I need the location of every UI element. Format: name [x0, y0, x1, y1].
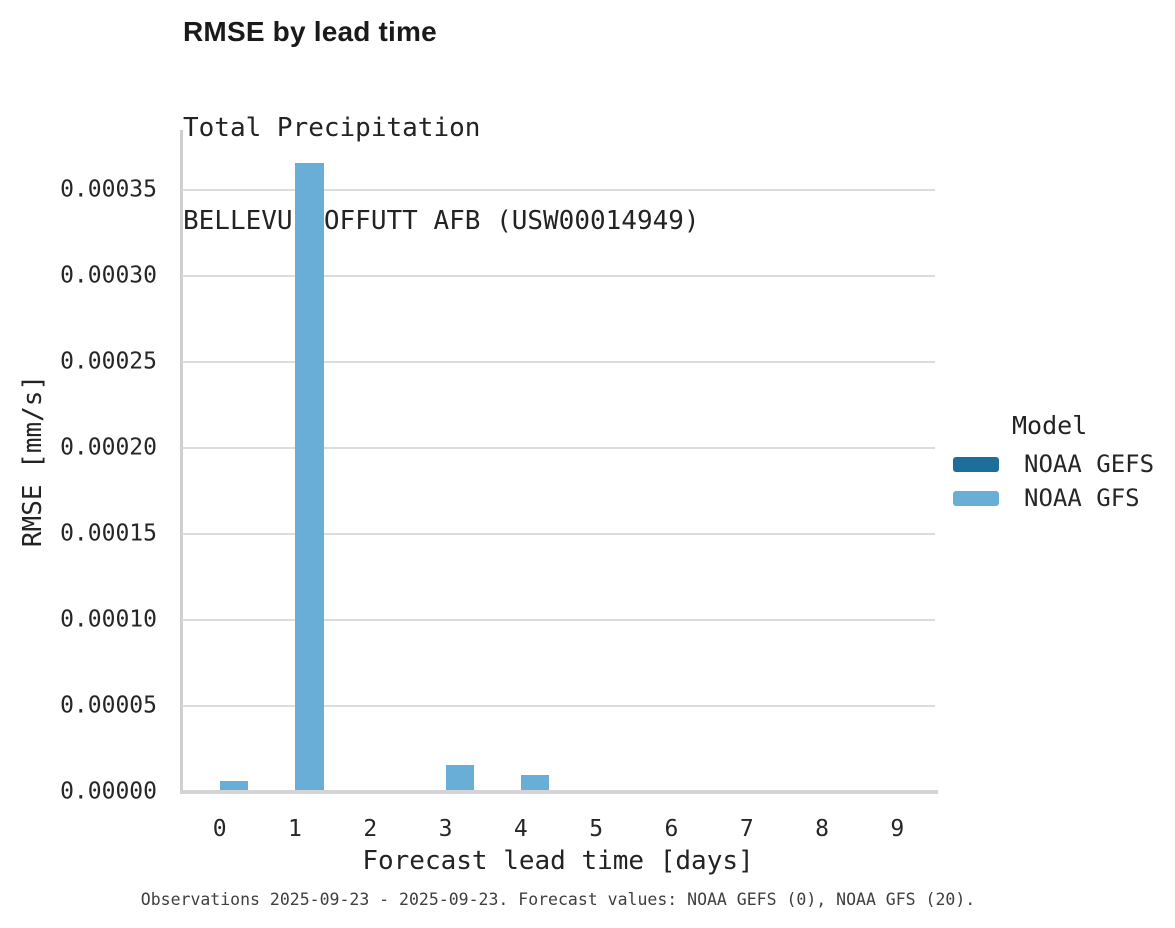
gridline: [182, 275, 935, 278]
y-tick-label: 0.00005: [60, 692, 157, 719]
y-tick-label: 0.00000: [60, 778, 157, 805]
band-lead-7: [709, 130, 784, 792]
caption: Observations 2025-09-23 - 2025-09-23. Fo…: [140, 890, 976, 909]
y-tick-labels: 0.00000 0.00005 0.00010 0.00015 0.00020 0.000…: [40, 130, 157, 803]
x-tick-label: 6: [664, 816, 679, 842]
x-tick-label: 9: [890, 816, 905, 842]
bar-noaa-gfs-lead-1: [294, 162, 324, 792]
y-tick-label: 0.00015: [60, 520, 157, 547]
gridline: [182, 705, 935, 708]
x-tick-label: 3: [438, 816, 453, 842]
x-tick-labels: 0 1 2 3 4 5 6 7 8 9: [182, 818, 935, 844]
y-tick-label: 0.00010: [60, 606, 157, 633]
noaa-gefs-swatch-icon: [953, 456, 999, 472]
band-lead-2: [333, 130, 408, 792]
y-tick-label: 0.00035: [60, 176, 157, 203]
x-tick-label: 1: [288, 816, 302, 842]
bar-noaa-gfs-lead-0: [219, 780, 249, 792]
x-tick-label: 2: [363, 816, 378, 842]
chart-subtitle-variable: Total Precipitation: [183, 113, 481, 143]
legend-label-noaa-gfs: NOAA GFS: [1024, 484, 1140, 512]
gridline: [182, 619, 935, 622]
gridline: [182, 533, 935, 536]
y-tick-label: 0.00020: [60, 434, 157, 461]
x-tick-label: 5: [589, 816, 604, 842]
band-lead-8: [784, 130, 859, 792]
chart-subtitle-station: BELLEVUE OFFUTT AFB (USW00014949): [183, 206, 700, 236]
y-tick-label: 0.00030: [60, 262, 157, 289]
band-lead-3: [408, 130, 483, 792]
plot-area: [182, 130, 935, 792]
bar-noaa-gfs-lead-3: [445, 765, 475, 792]
band-lead-6: [634, 130, 709, 792]
legend-item-noaa-gefs: NOAA GEFS: [950, 450, 1154, 478]
band-lead-1: [257, 130, 332, 792]
band-lead-9: [860, 130, 935, 792]
gridline: [182, 189, 935, 192]
gridline: [182, 447, 935, 450]
y-tick-label: 0.00025: [60, 348, 157, 375]
band-lead-4: [483, 130, 558, 792]
chart-subtitle: Total Precipitation BELLEVUE OFFUTT AFB …: [183, 51, 700, 299]
gridline: [182, 361, 935, 364]
x-axis-label: Forecast lead time [days]: [362, 846, 754, 876]
band-lead-5: [559, 130, 634, 792]
x-tick-label: 0: [212, 816, 227, 842]
noaa-gfs-swatch-icon: [953, 490, 999, 506]
x-tick-label: 4: [513, 816, 528, 842]
x-axis-spine: [180, 790, 938, 794]
x-tick-label: 7: [739, 816, 754, 842]
legend-title: Model: [1012, 411, 1088, 440]
bar-noaa-gfs-lead-4: [520, 774, 550, 792]
band-lead-0: [182, 130, 257, 792]
chart-title: RMSE by lead time: [183, 16, 437, 47]
legend-label-noaa-gefs: NOAA GEFS: [1024, 450, 1155, 478]
legend: Model NOAA GEFS NOAA GFS: [950, 408, 1175, 518]
x-tick-label: 8: [815, 816, 829, 842]
y-axis-spine: [180, 130, 183, 792]
legend-item-noaa-gfs: NOAA GFS: [950, 484, 1140, 512]
